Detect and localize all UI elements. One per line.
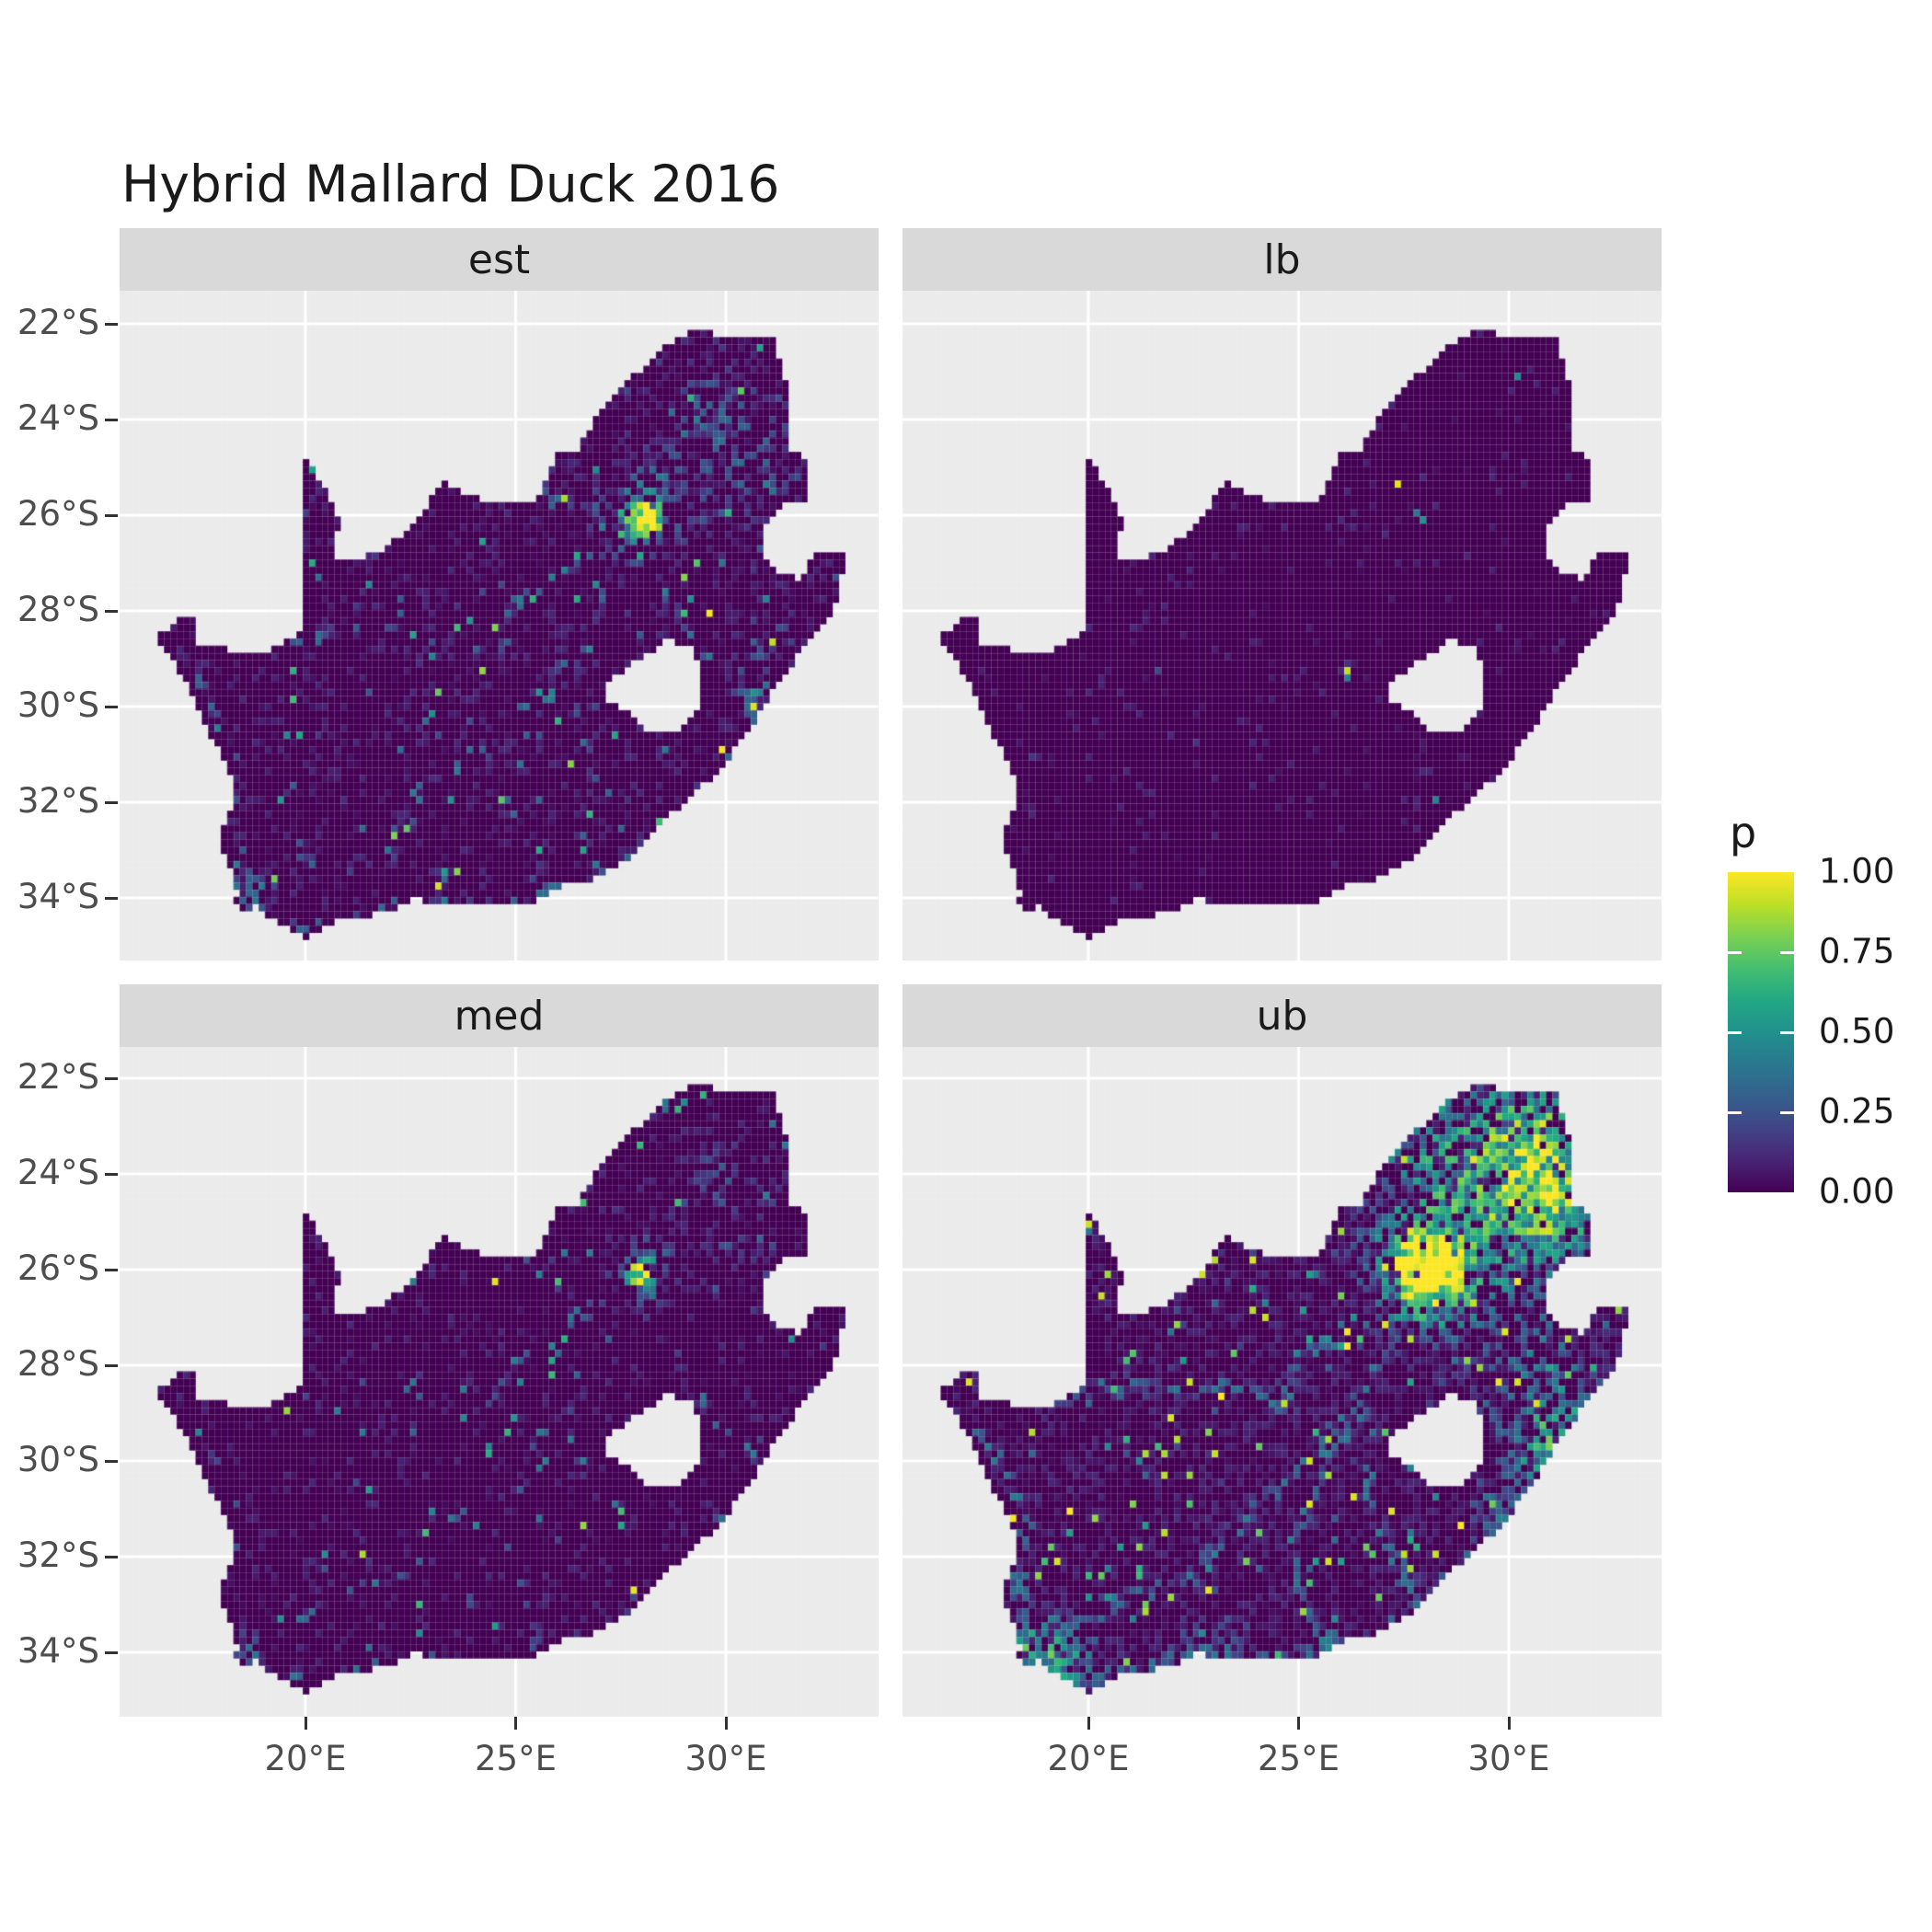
y-axis-tick xyxy=(105,896,118,900)
y-axis-label: 24°S xyxy=(17,397,99,438)
legend-colorbar-tick xyxy=(1728,1030,1742,1034)
legend-title: p xyxy=(1730,808,1757,857)
y-axis-label: 22°S xyxy=(17,1056,99,1097)
y-axis-tick xyxy=(105,1076,118,1080)
facet-strip-label: lb xyxy=(1263,236,1301,283)
map-canvas-med xyxy=(120,1047,879,1717)
map-canvas-ub xyxy=(903,1047,1662,1717)
plot-title: Hybrid Mallard Duck 2016 xyxy=(121,155,780,213)
y-axis-tick xyxy=(105,705,118,708)
y-axis-label: 30°S xyxy=(17,1439,99,1479)
legend-label: 0.75 xyxy=(1819,931,1895,972)
x-axis-tick xyxy=(514,1717,517,1730)
x-axis-label: 30°E xyxy=(1467,1739,1550,1778)
y-axis-label: 26°S xyxy=(17,1248,99,1288)
facet-strip-est: est xyxy=(120,228,879,291)
y-axis-label: 26°S xyxy=(17,493,99,534)
legend-colorbar-tick xyxy=(1728,950,1742,954)
y-axis-tick xyxy=(105,800,118,804)
y-axis-tick xyxy=(105,513,118,517)
x-axis-tick xyxy=(1507,1717,1511,1730)
facet-strip-label: est xyxy=(467,236,531,283)
legend-label: 1.00 xyxy=(1819,851,1895,891)
legend-label: 0.00 xyxy=(1819,1171,1895,1212)
y-axis-label: 22°S xyxy=(17,302,99,342)
y-axis-label: 34°S xyxy=(17,876,99,916)
x-axis-label: 20°E xyxy=(264,1739,347,1778)
facet-strip-lb: lb xyxy=(903,228,1662,291)
facet-strip-label: med xyxy=(454,992,545,1040)
legend-colorbar-tick xyxy=(1728,1110,1742,1114)
x-axis-tick xyxy=(1297,1717,1300,1730)
map-canvas-lb xyxy=(903,291,1662,960)
y-axis-tick xyxy=(105,1172,118,1176)
legend-label: 0.50 xyxy=(1819,1011,1895,1052)
legend-label: 0.25 xyxy=(1819,1091,1895,1132)
facet-panel-med xyxy=(120,1047,879,1717)
y-axis-tick xyxy=(105,1459,118,1463)
y-axis-tick xyxy=(105,1268,118,1271)
x-axis-label: 25°E xyxy=(1258,1739,1340,1778)
y-axis-label: 34°S xyxy=(17,1630,99,1671)
map-canvas-est xyxy=(120,291,879,960)
x-axis-label: 25°E xyxy=(475,1739,557,1778)
y-axis-tick xyxy=(105,1363,118,1367)
y-axis-tick xyxy=(105,609,118,613)
facet-strip-label: ub xyxy=(1256,992,1308,1040)
y-axis-tick xyxy=(105,322,118,326)
facet-strip-ub: ub xyxy=(903,984,1662,1047)
x-axis-tick xyxy=(724,1717,728,1730)
y-axis-tick xyxy=(105,1555,118,1558)
legend-colorbar-tick xyxy=(1780,950,1794,954)
y-axis-tick xyxy=(105,1650,118,1654)
y-axis-tick xyxy=(105,418,118,421)
y-axis-label: 28°S xyxy=(17,1343,99,1384)
facet-panel-ub xyxy=(903,1047,1662,1717)
facet-panel-est xyxy=(120,291,879,960)
y-axis-label: 28°S xyxy=(17,589,99,629)
x-axis-label: 20°E xyxy=(1047,1739,1130,1778)
x-axis-tick xyxy=(1087,1717,1090,1730)
y-axis-label: 32°S xyxy=(17,1535,99,1575)
y-axis-label: 30°S xyxy=(17,684,99,725)
y-axis-label: 24°S xyxy=(17,1152,99,1192)
facet-strip-med: med xyxy=(120,984,879,1047)
x-axis-tick xyxy=(304,1717,307,1730)
y-axis-label: 32°S xyxy=(17,780,99,821)
facet-panel-lb xyxy=(903,291,1662,960)
legend-colorbar-tick xyxy=(1780,1030,1794,1034)
x-axis-label: 30°E xyxy=(684,1739,767,1778)
legend-colorbar-tick xyxy=(1780,1110,1794,1114)
